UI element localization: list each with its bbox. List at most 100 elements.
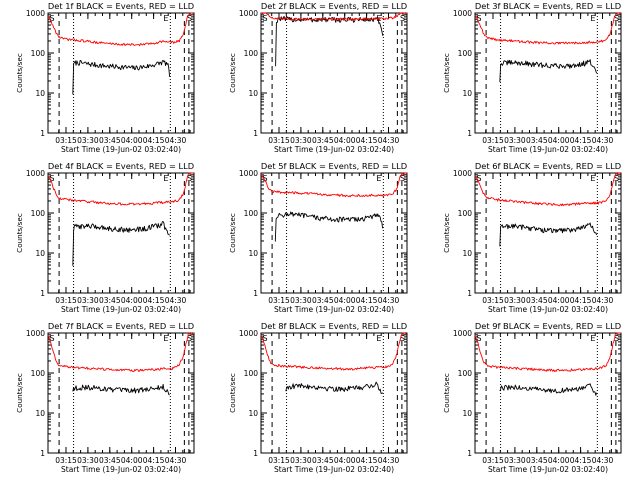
- events-series-line: [275, 16, 384, 67]
- lld-series-line: [260, 12, 407, 21]
- axes-frame: [47, 12, 195, 134]
- x-tick-label: 03:15: [55, 136, 77, 145]
- x-tick-label: 03:30: [290, 296, 312, 305]
- x-tick-label: 03:30: [504, 456, 526, 465]
- panel-det-6f: Det 6f BLACK = Events, RED = LLD 1 10 100 10…: [442, 161, 622, 314]
- saa-start-label: S: [477, 14, 482, 23]
- x-axis-label: Start Time (19-Jun-02 03:02:40): [274, 145, 394, 154]
- x-tick-label: 04:15: [356, 456, 378, 465]
- x-tick-label: 04:15: [143, 136, 165, 145]
- saa-start-label: S: [477, 334, 482, 343]
- saa-start-label: S: [50, 14, 55, 23]
- axes-frame: [260, 12, 408, 134]
- panel-det-3f: Det 3f BLACK = Events, RED = LLD 1 10 100 10…: [442, 1, 622, 154]
- y-tick-label: 1: [467, 449, 472, 458]
- axes-frame: [260, 172, 408, 294]
- x-tick-label: 04:00: [121, 296, 143, 305]
- events-series-line: [499, 59, 598, 82]
- y-tick-label: 10: [462, 409, 472, 418]
- panel-det-5f: Det 5f BLACK = Events, RED = LLD 1 10 100 10…: [228, 161, 408, 314]
- saa-end-label: E: [376, 174, 381, 183]
- y-tick-label: 1: [253, 129, 258, 138]
- saa-stop-label: S: [614, 14, 619, 23]
- x-tick-label: 04:30: [592, 296, 614, 305]
- x-tick-label: 04:15: [143, 296, 165, 305]
- saa-end-label: E: [163, 14, 168, 23]
- lld-series-line: [474, 172, 622, 207]
- y-tick-label: 100: [458, 49, 473, 58]
- x-tick-label: 04:15: [570, 456, 592, 465]
- y-tick-label: 100: [244, 209, 259, 218]
- x-tick-label: 04:30: [378, 296, 400, 305]
- x-tick-label: 03:15: [55, 456, 77, 465]
- y-tick-label: 1000: [26, 329, 45, 338]
- x-axis-label: Start Time (19-Jun-02 03:02:40): [488, 145, 608, 154]
- x-tick-label: 04:15: [356, 296, 378, 305]
- panel-det-9f: Det 9f BLACK = Events, RED = LLD 1 10 100 10…: [442, 321, 622, 474]
- y-tick-label: 10: [35, 409, 45, 418]
- events-series-line: [72, 221, 170, 266]
- x-tick-label: 04:00: [334, 136, 356, 145]
- y-axis-label: Counts/sec: [442, 53, 451, 93]
- y-tick-label: 1000: [26, 169, 45, 178]
- y-axis-label: Counts/sec: [228, 53, 237, 93]
- panel-title: Det 6f BLACK = Events, RED = LLD: [475, 161, 621, 171]
- x-tick-label: 03:45: [99, 136, 121, 145]
- y-tick-label: 100: [31, 369, 46, 378]
- y-tick-label: 100: [31, 49, 46, 58]
- y-axis-label: Counts/sec: [15, 373, 24, 413]
- x-tick-label: 03:45: [99, 456, 121, 465]
- saa-start-label: S: [50, 334, 55, 343]
- x-tick-label: 04:30: [165, 296, 187, 305]
- saa-stop-label: S: [187, 334, 192, 343]
- y-tick-label: 1: [253, 289, 258, 298]
- panel-title: Det 3f BLACK = Events, RED = LLD: [475, 1, 621, 11]
- saa-end-label: E: [163, 334, 168, 343]
- y-tick-label: 1: [40, 449, 45, 458]
- y-tick-label: 10: [462, 89, 472, 98]
- y-tick-label: 1: [253, 449, 258, 458]
- x-tick-label: 04:15: [570, 296, 592, 305]
- y-tick-label: 1: [40, 289, 45, 298]
- panel-title: Det 4f BLACK = Events, RED = LLD: [48, 161, 194, 171]
- x-tick-label: 04:30: [378, 136, 400, 145]
- x-tick-label: 04:00: [548, 296, 570, 305]
- saa-start-label: S: [263, 174, 268, 183]
- y-axis-label: Counts/sec: [228, 373, 237, 413]
- y-axis-label: Counts/sec: [442, 213, 451, 253]
- y-axis-label: Counts/sec: [228, 213, 237, 253]
- saa-end-label: E: [376, 334, 381, 343]
- panel-det-8f: Det 8f BLACK = Events, RED = LLD 1 10 100 10…: [228, 321, 408, 474]
- saa-stop-label: S: [187, 14, 192, 23]
- x-tick-label: 03:30: [290, 136, 312, 145]
- x-tick-label: 04:00: [334, 456, 356, 465]
- y-tick-label: 100: [458, 369, 473, 378]
- saa-start-label: S: [263, 14, 268, 23]
- axes-frame: [260, 332, 408, 454]
- saa-end-label: E: [590, 174, 595, 183]
- y-tick-label: 1: [467, 129, 472, 138]
- lld-series-line: [47, 12, 195, 47]
- x-tick-label: 04:00: [548, 456, 570, 465]
- panel-det-7f: Det 7f BLACK = Events, RED = LLD 1 10 100 10…: [15, 321, 195, 474]
- saa-start-label: S: [50, 174, 55, 183]
- y-tick-label: 1000: [453, 329, 472, 338]
- axes-frame: [47, 332, 195, 454]
- saa-start-label: S: [477, 174, 482, 183]
- x-tick-label: 04:30: [165, 136, 187, 145]
- y-tick-label: 1: [467, 289, 472, 298]
- events-series-line: [72, 383, 170, 396]
- panel-title: Det 5f BLACK = Events, RED = LLD: [261, 161, 407, 171]
- x-tick-label: 04:30: [378, 456, 400, 465]
- x-axis-label: Start Time (19-Jun-02 03:02:40): [61, 305, 181, 314]
- x-tick-label: 03:45: [526, 296, 548, 305]
- y-tick-label: 1000: [453, 9, 472, 18]
- x-tick-label: 03:15: [55, 296, 77, 305]
- x-tick-label: 04:00: [548, 136, 570, 145]
- y-tick-label: 10: [248, 409, 258, 418]
- y-tick-label: 1000: [453, 169, 472, 178]
- saa-stop-label: S: [614, 174, 619, 183]
- x-axis-label: Start Time (19-Jun-02 03:02:40): [488, 465, 608, 474]
- x-axis-label: Start Time (19-Jun-02 03:02:40): [274, 305, 394, 314]
- lld-series-line: [474, 332, 622, 372]
